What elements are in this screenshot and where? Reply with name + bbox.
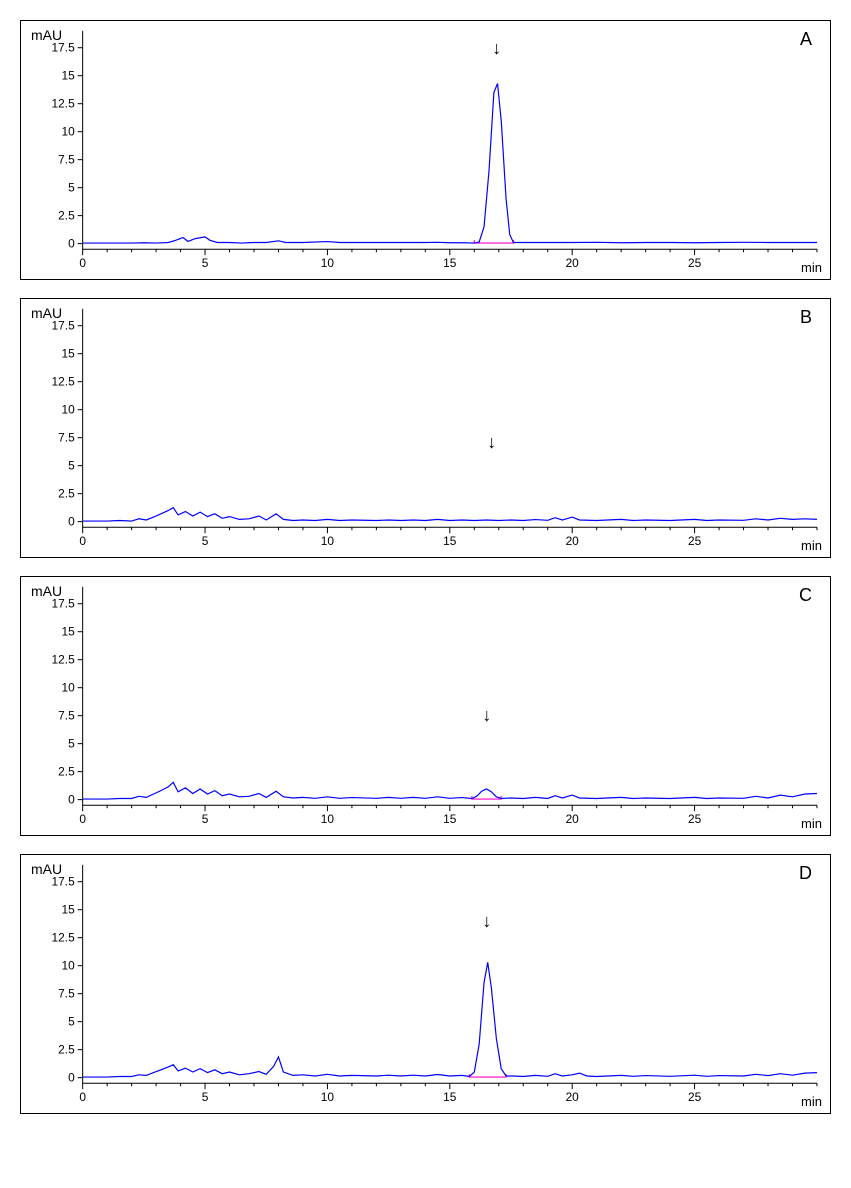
svg-text:5: 5 [68,737,75,751]
plot-svg: 02.557.51012.51517.50510152025 [21,577,830,835]
svg-text:25: 25 [688,812,702,826]
svg-text:0: 0 [68,793,75,807]
svg-text:7.5: 7.5 [58,431,75,445]
svg-text:20: 20 [566,812,580,826]
peak-arrow-icon: ↓ [487,433,496,451]
svg-text:15: 15 [61,69,75,83]
svg-text:10: 10 [61,125,75,139]
svg-text:10: 10 [61,681,75,695]
trace-line [83,84,817,244]
svg-text:10: 10 [321,1090,335,1104]
svg-text:5: 5 [202,1090,209,1104]
svg-text:12.5: 12.5 [52,653,76,667]
plot-svg: 02.557.51012.51517.50510152025 [21,855,830,1113]
peak-arrow-icon: ↓ [482,706,491,724]
svg-text:0: 0 [68,1071,75,1085]
svg-text:20: 20 [566,534,580,548]
svg-text:15: 15 [443,812,457,826]
svg-text:0: 0 [79,256,86,270]
plot-svg: 02.557.51012.51517.50510152025 [21,299,830,557]
svg-text:15: 15 [61,903,75,917]
chromatogram-panel-D: 02.557.51012.51517.50510152025mAUDmin↓ [20,854,831,1114]
svg-text:10: 10 [321,534,335,548]
svg-text:7.5: 7.5 [58,709,75,723]
y-axis-label: mAU [31,27,62,43]
svg-text:7.5: 7.5 [58,153,75,167]
svg-text:5: 5 [202,534,209,548]
svg-text:5: 5 [202,256,209,270]
panel-letter: C [799,585,812,606]
trace-line [83,962,817,1077]
svg-text:12.5: 12.5 [52,375,76,389]
svg-text:10: 10 [61,403,75,417]
svg-text:25: 25 [688,1090,702,1104]
y-axis-label: mAU [31,861,62,877]
chromatogram-panels: 02.557.51012.51517.50510152025mAUAmin↓02… [20,20,831,1114]
panel-letter: D [799,863,812,884]
x-axis-label: min [801,816,822,831]
svg-text:15: 15 [443,1090,457,1104]
svg-text:0: 0 [79,534,86,548]
plot-svg: 02.557.51012.51517.50510152025 [21,21,830,279]
peak-arrow-icon: ↓ [482,912,491,930]
svg-text:15: 15 [61,625,75,639]
peak-arrow-icon: ↓ [492,39,501,57]
x-axis-label: min [801,538,822,553]
svg-text:5: 5 [68,1015,75,1029]
svg-text:5: 5 [68,459,75,473]
panel-letter: A [800,29,812,50]
svg-text:20: 20 [566,1090,580,1104]
svg-text:0: 0 [68,515,75,529]
svg-text:15: 15 [443,534,457,548]
svg-text:2.5: 2.5 [58,209,75,223]
y-axis-label: mAU [31,305,62,321]
svg-text:12.5: 12.5 [52,931,76,945]
svg-text:5: 5 [68,181,75,195]
svg-text:0: 0 [79,812,86,826]
svg-text:2.5: 2.5 [58,487,75,501]
trace-line [83,782,817,799]
x-axis-label: min [801,260,822,275]
svg-text:10: 10 [321,812,335,826]
svg-text:10: 10 [321,256,335,270]
svg-text:0: 0 [79,1090,86,1104]
svg-text:25: 25 [688,534,702,548]
svg-text:10: 10 [61,959,75,973]
svg-text:2.5: 2.5 [58,1043,75,1057]
svg-text:0: 0 [68,237,75,251]
chromatogram-panel-B: 02.557.51012.51517.50510152025mAUBmin↓ [20,298,831,558]
chromatogram-panel-C: 02.557.51012.51517.50510152025mAUCmin↓ [20,576,831,836]
x-axis-label: min [801,1094,822,1109]
svg-text:20: 20 [566,256,580,270]
trace-line [83,508,817,521]
svg-text:15: 15 [61,347,75,361]
svg-text:25: 25 [688,256,702,270]
y-axis-label: mAU [31,583,62,599]
svg-text:7.5: 7.5 [58,987,75,1001]
svg-text:15: 15 [443,256,457,270]
svg-text:12.5: 12.5 [52,97,76,111]
svg-text:5: 5 [202,812,209,826]
svg-text:2.5: 2.5 [58,765,75,779]
chromatogram-panel-A: 02.557.51012.51517.50510152025mAUAmin↓ [20,20,831,280]
panel-letter: B [800,307,812,328]
